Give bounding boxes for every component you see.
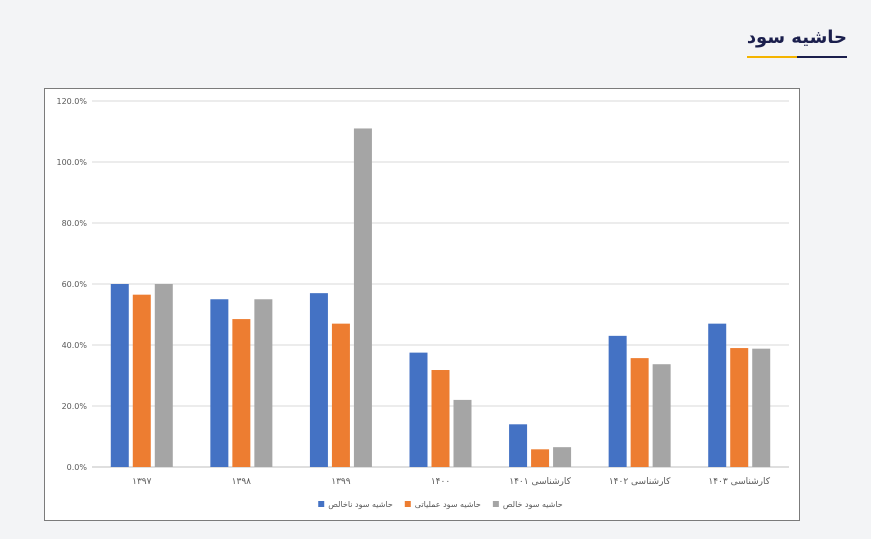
bar	[553, 447, 572, 467]
y-axis-tick-labels: 0.0% 20.0% 40.0% 60.0% 80.0% 100.0% 120.0%	[56, 97, 87, 472]
bar	[154, 284, 173, 467]
bar	[509, 424, 528, 467]
title-accent-underline	[747, 56, 797, 58]
legend-label: حاشیه سود عملیاتی	[415, 500, 481, 509]
section-header: حاشیه سود	[746, 26, 847, 58]
legend-swatch	[492, 501, 499, 507]
bar	[608, 335, 627, 467]
legend: حاشیه سود ناخالص حاشیه سود عملیاتی حاشیه س…	[318, 500, 563, 509]
legend-item: حاشیه سود خالص	[492, 500, 563, 509]
bar	[331, 323, 350, 467]
title-underline	[747, 56, 847, 58]
grid-lines	[92, 100, 789, 468]
legend-item: حاشیه سود ناخالص	[318, 500, 393, 509]
bar	[752, 348, 771, 467]
legend-item: حاشیه سود عملیاتی	[404, 500, 481, 509]
bar	[708, 323, 727, 467]
x-category-label: کارشناسی ۱۴۰۳	[708, 477, 770, 487]
bar	[110, 284, 129, 467]
y-tick-label: 120.0%	[56, 97, 87, 106]
bar	[353, 128, 372, 467]
bar	[210, 299, 229, 467]
bar	[409, 352, 428, 467]
section-title: حاشیه سود	[746, 27, 847, 48]
profit-margin-chart: 0.0% 20.0% 40.0% 60.0% 80.0% 100.0% 120.0% ۱۳۹…	[56, 97, 789, 509]
y-tick-label: 100.0%	[56, 158, 87, 167]
x-category-label: ۱۴۰۰	[431, 477, 450, 487]
x-category-label: ۱۳۹۸	[232, 477, 252, 487]
x-axis-labels: ۱۳۹۷ ۱۳۹۸ ۱۳۹۹ ۱۴۰۰ کارشناسی ۱۴۰۱ کارشناسی ۱۴…	[132, 477, 771, 487]
y-tick-label: 60.0%	[62, 280, 88, 289]
bar	[309, 293, 328, 467]
bar	[232, 319, 251, 467]
x-category-label: ۱۳۹۹	[331, 477, 351, 487]
y-tick-label: 0.0%	[67, 463, 88, 472]
bar	[254, 299, 273, 467]
x-category-label: کارشناسی ۱۴۰۱	[509, 477, 571, 487]
chart-card: 0.0% 20.0% 40.0% 60.0% 80.0% 100.0% 120.0% ۱۳۹…	[44, 88, 800, 521]
x-category-label: ۱۳۹۷	[132, 477, 152, 487]
y-tick-label: 80.0%	[62, 219, 88, 228]
legend-label: حاشیه سود خالص	[503, 500, 563, 509]
legend-swatch	[318, 501, 325, 507]
y-tick-label: 40.0%	[62, 341, 88, 350]
bar	[652, 364, 671, 467]
bar	[730, 348, 749, 467]
legend-swatch	[404, 501, 411, 507]
bar	[431, 370, 450, 467]
x-category-label: کارشناسی ۱۴۰۲	[609, 477, 671, 487]
bars	[110, 128, 771, 467]
bar	[132, 294, 151, 467]
legend-label: حاشیه سود ناخالص	[328, 500, 393, 509]
y-tick-label: 20.0%	[62, 402, 88, 411]
bar	[531, 449, 550, 467]
bar	[630, 358, 649, 467]
bar	[453, 399, 472, 467]
